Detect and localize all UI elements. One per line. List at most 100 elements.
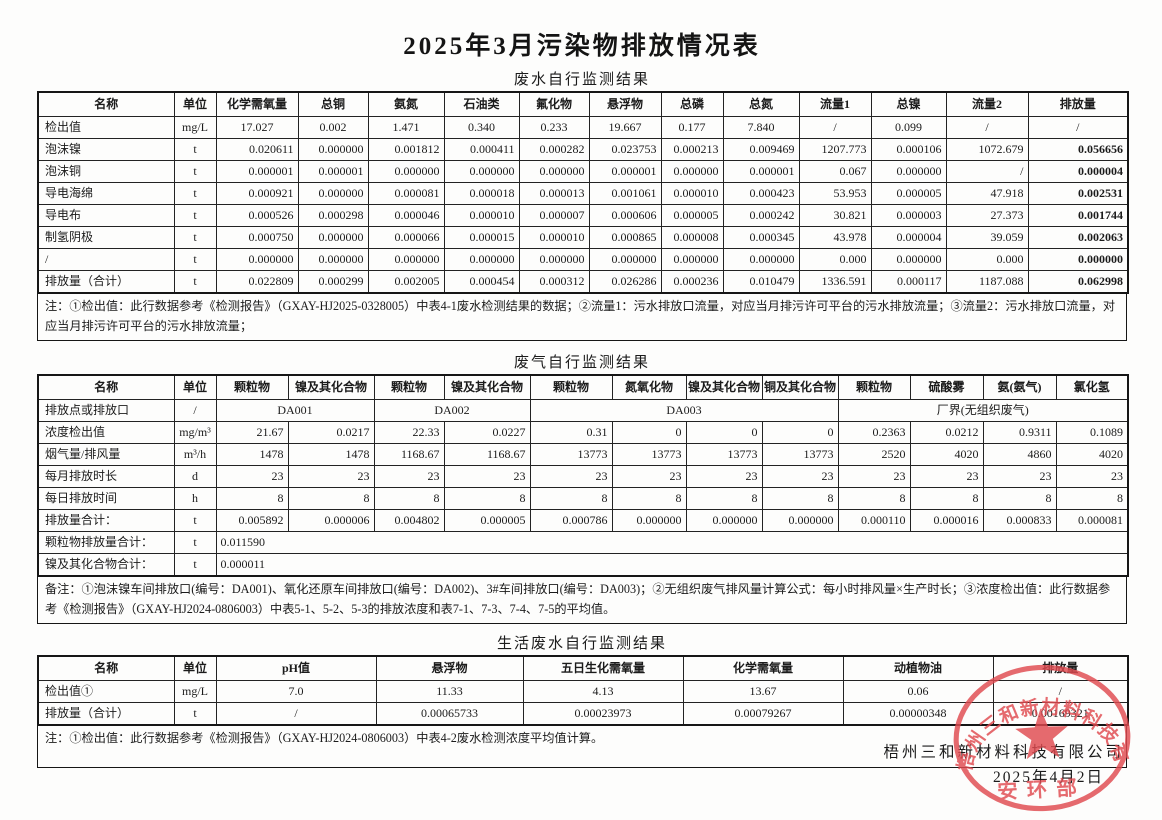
table-row: 排放量合计： t 0.005892 0.000006 0.004802 0.000005 0… <box>37 509 1129 533</box>
table-row: 制氢阴极 t 0.000750 0.000000 0.000066 0.000015 0.0… <box>37 226 1129 249</box>
column-header: 总铜 <box>297 91 369 117</box>
value-cell: 22.33 <box>373 421 445 445</box>
value-cell: 0.000000 <box>722 248 800 271</box>
value-cell: 0.062998 <box>1027 270 1129 294</box>
row-label: 排放点或排放口 <box>37 399 175 423</box>
value-cell: 0.000000 <box>660 248 724 271</box>
value-cell: 8 <box>611 487 687 511</box>
value-cell: 0.001061 <box>588 182 662 205</box>
value-cell: DA001 <box>215 399 375 423</box>
value-cell: 0.000282 <box>518 138 590 161</box>
value-cell: 0.000004 <box>870 226 947 249</box>
wastewater-subtitle: 废水自行监测结果 <box>513 72 650 88</box>
column-header: 石油类 <box>443 91 520 117</box>
unit-cell: m³/h <box>173 443 217 467</box>
column-header: 悬浮物 <box>375 655 524 682</box>
value-cell: 8 <box>837 487 911 511</box>
value-cell: 0.340 <box>443 116 520 139</box>
value-cell: 1207.773 <box>798 138 872 161</box>
value-cell: / <box>798 116 872 139</box>
value-cell: 8 <box>1055 487 1129 511</box>
unit-cell: t <box>173 248 217 271</box>
column-header: 单位 <box>173 91 217 117</box>
value-cell: 0 <box>611 421 687 445</box>
value-cell: 23 <box>837 465 911 489</box>
table-row: 导电海绵 t 0.000921 0.000000 0.000081 0.000018 0.0… <box>37 182 1129 205</box>
domestic-wastewater-subtitle: 生活废水自行监测结果 <box>496 636 667 653</box>
value-cell: 0.0227 <box>443 421 531 445</box>
value-cell: 0.000010 <box>443 204 520 227</box>
value-cell: / <box>1027 116 1129 139</box>
value-cell: 13773 <box>761 443 839 467</box>
value-cell: 8 <box>761 487 839 511</box>
value-cell: 0.009469 <box>722 138 800 161</box>
exhaust-gas-note: 备注：①泡沫镍车间排放口(编号：DA001)、氧化还原车间排放口(编号：DA00… <box>37 577 1127 625</box>
domestic-wastewater-table: 名称 单位 pH值 悬浮物 五日生化需氧量 化学需氧量 动植物油 排放量 检出值① mg/L 7.0… <box>37 655 1129 727</box>
value-cell: / <box>945 116 1029 139</box>
value-cell: 1478 <box>287 443 375 467</box>
column-header: 氯化氢 <box>1055 374 1129 401</box>
value-cell: 0.000312 <box>518 270 590 294</box>
value-cell: 0.00079267 <box>682 702 844 726</box>
column-header: 总磷 <box>660 91 724 117</box>
value-cell: 0.000066 <box>367 226 445 249</box>
unit-cell: / <box>173 399 217 423</box>
value-cell: 0.002005 <box>367 270 445 294</box>
value-cell: 厂界(无组织废气) <box>837 399 1129 423</box>
value-cell: 1072.679 <box>945 138 1029 161</box>
value-cell: 1336.591 <box>798 270 872 294</box>
value-cell: 0.9311 <box>982 421 1057 445</box>
value-cell: 0.004802 <box>373 509 445 533</box>
value-cell: 0.31 <box>529 421 613 445</box>
value-cell: 23 <box>982 465 1057 489</box>
exhaust-gas-section: 废气自行监测结果 名称 单位 颗粒物 镍及其化合物 颗粒物 镍及其化合物 颗粒物 氮氧化物 镍及… <box>37 351 1129 625</box>
value-cell: 0.005892 <box>215 509 289 533</box>
value-cell: 0.2363 <box>837 421 911 445</box>
value-cell: 23 <box>443 465 531 489</box>
row-label: 检出值 <box>37 116 175 139</box>
value-cell: 0.000345 <box>722 226 800 249</box>
value-cell: 27.373 <box>945 204 1029 227</box>
value-cell: 0.000117 <box>870 270 947 294</box>
value-cell: 0.00065733 <box>375 702 524 726</box>
value-cell: 0.000 <box>945 248 1029 271</box>
unit-cell: t <box>173 553 217 577</box>
column-header: 硫酸雾 <box>909 374 984 401</box>
value-cell: 0.000000 <box>761 509 839 533</box>
column-header: 颗粒物 <box>529 374 613 401</box>
table-row: 导电布 t 0.000526 0.000298 0.000046 0.000010 0.00… <box>37 204 1129 227</box>
table-row: 排放量（合计） t 0.022809 0.000299 0.002005 0.000454… <box>37 270 1129 294</box>
value-cell: 0.000298 <box>297 204 369 227</box>
footer-date: 2025年4月2日 <box>992 769 1104 786</box>
row-label: 制氢阴极 <box>37 226 175 249</box>
value-cell: 0.000411 <box>443 138 520 161</box>
value-cell: 0.233 <box>518 116 590 139</box>
value-cell: 0.056656 <box>1027 138 1129 161</box>
unit-cell: t <box>173 160 217 183</box>
exhaust-gas-subtitle: 废气自行监测结果 <box>513 355 650 372</box>
value-cell: 8 <box>529 487 613 511</box>
value-cell: 0.000000 <box>870 248 947 271</box>
column-header: 名称 <box>37 374 175 401</box>
row-label: 镍及其化合物合计： <box>37 553 175 577</box>
value-cell: 0.026286 <box>588 270 662 294</box>
value-cell: 0.000526 <box>215 204 299 227</box>
column-header: 颗粒物 <box>373 374 445 401</box>
value-cell: 0.000000 <box>870 160 947 183</box>
value-cell: 13773 <box>611 443 687 467</box>
value-cell: 19.667 <box>588 116 662 139</box>
value-cell: 0.000750 <box>215 226 299 249</box>
row-label: 颗粒物排放量合计： <box>37 531 175 555</box>
value-cell: 23 <box>685 465 763 489</box>
value-cell: 13773 <box>685 443 763 467</box>
value-cell: 0.000000 <box>367 248 445 271</box>
value-cell: 0.000106 <box>870 138 947 161</box>
column-header: 颗粒物 <box>215 374 289 401</box>
value-cell: 0.00023973 <box>522 702 684 726</box>
value-cell: 0.000865 <box>588 226 662 249</box>
column-header: 镍及其化合物 <box>287 374 375 401</box>
value-cell: 0.000242 <box>722 204 800 227</box>
value-cell: 0.000000 <box>518 160 590 183</box>
value-cell: 0.000299 <box>297 270 369 294</box>
column-header: 动植物油 <box>842 655 994 682</box>
